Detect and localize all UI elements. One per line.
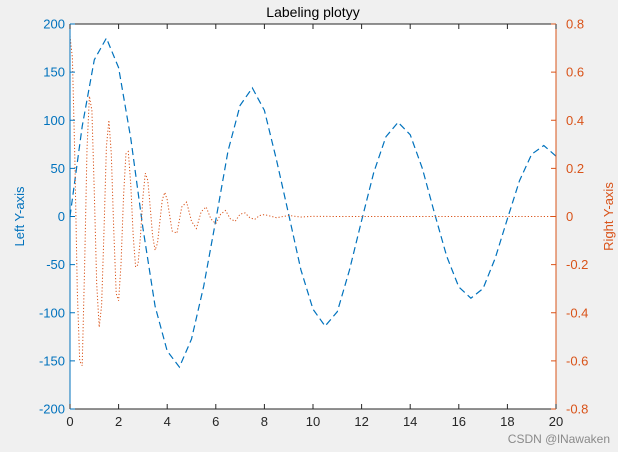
left-y-tick-label: 0 [58, 209, 65, 224]
right-y-tick-label: 0.4 [566, 113, 584, 128]
left-y-axis-label: Left Y-axis [12, 186, 27, 246]
x-tick-label: 14 [403, 414, 417, 429]
left-y-tick-label: 200 [43, 17, 65, 32]
ticks-layer: 0 2 4 6 8 10 12 14 16 18 20 200 150 100 50 0 -50 -100 -150… [39, 17, 588, 430]
left-series-line [69, 36, 557, 369]
right-y-tick-label: 0 [566, 209, 573, 224]
right-y-axis-label: Right Y-axis [601, 182, 616, 251]
watermark-text: CSDN @lNawaken [507, 432, 610, 446]
left-y-tick-label: -50 [46, 257, 65, 272]
left-y-tick-label: -200 [39, 402, 65, 417]
right-y-tick-label: 0.8 [566, 17, 584, 32]
right-y-tick-label: -0.4 [566, 305, 588, 320]
right-y-tick-label: -0.6 [566, 353, 588, 368]
x-tick-label: 4 [164, 414, 171, 429]
x-tick-label: 0 [66, 414, 73, 429]
x-tick-label: 18 [500, 414, 514, 429]
left-y-tick-label: 100 [43, 113, 65, 128]
left-y-tick-label: -100 [39, 305, 65, 320]
x-tick-label: 10 [306, 414, 320, 429]
x-tick-label: 20 [549, 414, 563, 429]
chart-title: Labeling plotyy [266, 4, 359, 20]
x-tick-label: 16 [452, 414, 466, 429]
x-tick-label: 12 [354, 414, 368, 429]
left-y-tick-label: 150 [43, 65, 65, 80]
right-series-line [69, 35, 556, 366]
x-tick-label: 2 [115, 414, 122, 429]
axes-background [70, 24, 556, 409]
right-y-tick-label: -0.2 [566, 257, 588, 272]
x-tick-label: 6 [212, 414, 219, 429]
right-y-tick-label: 0.6 [566, 65, 584, 80]
right-y-tick-label: 0.2 [566, 161, 584, 176]
left-y-tick-label: 50 [51, 161, 65, 176]
x-tick-label: 8 [261, 414, 268, 429]
right-y-tick-label: -0.8 [566, 402, 588, 417]
left-y-tick-label: -150 [39, 353, 65, 368]
series-layer [69, 35, 557, 369]
